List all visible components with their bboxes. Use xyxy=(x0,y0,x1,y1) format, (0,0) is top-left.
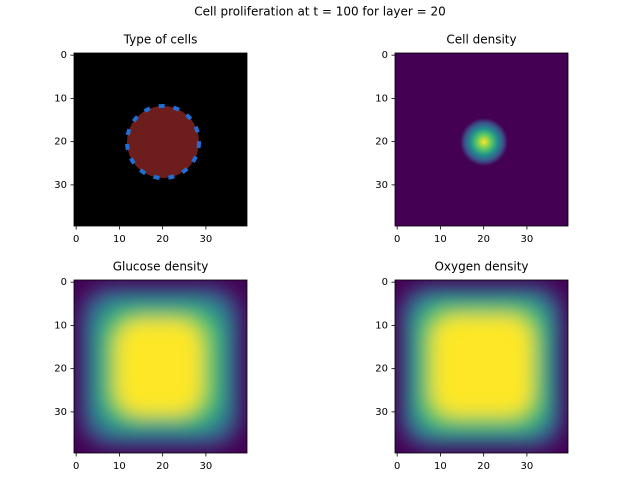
y-tick-label: 0 xyxy=(61,277,67,288)
heatmap-image xyxy=(395,280,568,453)
heatmap-image xyxy=(74,280,247,453)
y-tick-label: 20 xyxy=(54,137,67,148)
y-tick-label: 10 xyxy=(54,320,67,331)
axes-title: Glucose density xyxy=(113,260,209,274)
axes-frame xyxy=(394,279,569,454)
y-tick-label: 20 xyxy=(54,364,67,375)
x-tick-label: 0 xyxy=(394,234,400,245)
axes-title: Type of cells xyxy=(123,33,198,47)
y-tick-label: 0 xyxy=(382,50,388,61)
x-tick-label: 0 xyxy=(73,234,79,245)
y-tick-label: 0 xyxy=(61,50,67,61)
heatmap-image xyxy=(395,53,568,226)
x-tick-label: 10 xyxy=(113,234,126,245)
axes-title: Cell density xyxy=(446,33,516,47)
x-tick-label: 30 xyxy=(521,234,534,245)
x-tick-label: 10 xyxy=(434,234,447,245)
y-tick-label: 30 xyxy=(54,180,67,191)
axes-frame xyxy=(394,52,569,227)
x-tick-label: 20 xyxy=(156,234,169,245)
y-tick-label: 10 xyxy=(375,93,388,104)
x-tick-label: 20 xyxy=(477,234,490,245)
x-tick-label: 30 xyxy=(200,234,213,245)
y-tick-label: 20 xyxy=(375,137,388,148)
y-tick-label: 20 xyxy=(375,364,388,375)
heatmap-image xyxy=(74,53,247,226)
y-tick-label: 0 xyxy=(382,277,388,288)
axes-frame xyxy=(73,279,248,454)
axes-frame xyxy=(73,52,248,227)
y-tick-label: 10 xyxy=(375,320,388,331)
x-tick-label: 30 xyxy=(200,461,213,472)
x-tick-label: 30 xyxy=(521,461,534,472)
axes-title: Oxygen density xyxy=(434,260,528,274)
y-tick-label: 30 xyxy=(375,180,388,191)
y-tick-label: 30 xyxy=(54,407,67,418)
x-tick-label: 0 xyxy=(394,461,400,472)
y-tick-label: 10 xyxy=(54,93,67,104)
x-tick-label: 10 xyxy=(434,461,447,472)
y-tick-label: 30 xyxy=(375,407,388,418)
x-tick-label: 20 xyxy=(156,461,169,472)
x-tick-label: 10 xyxy=(113,461,126,472)
x-tick-label: 20 xyxy=(477,461,490,472)
figure-title: Cell proliferation at t = 100 for layer … xyxy=(194,5,446,19)
x-tick-label: 0 xyxy=(73,461,79,472)
